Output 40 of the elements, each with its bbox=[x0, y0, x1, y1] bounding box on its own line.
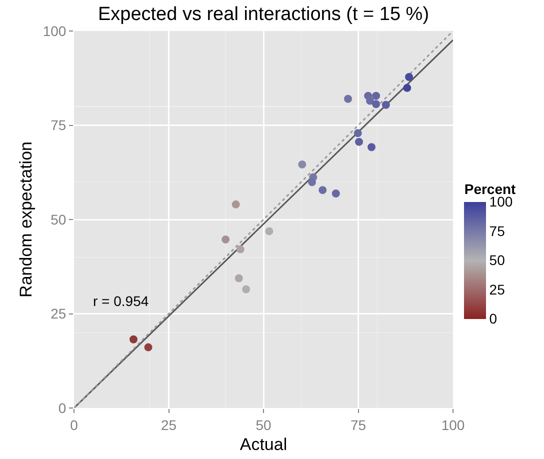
point bbox=[344, 94, 352, 103]
point bbox=[318, 186, 327, 194]
point bbox=[382, 100, 390, 109]
x-axis-title: Actual bbox=[240, 435, 288, 454]
point bbox=[405, 72, 414, 81]
y-tick-label: 75 bbox=[50, 117, 66, 134]
y-tick-label: 50 bbox=[50, 211, 66, 228]
y-tick-label: 100 bbox=[42, 22, 66, 39]
point bbox=[298, 160, 306, 168]
x-tick-label: 75 bbox=[350, 416, 366, 433]
color-bar-label: 75 bbox=[489, 222, 506, 239]
point bbox=[403, 84, 412, 92]
point bbox=[222, 235, 230, 244]
x-tick-label: 100 bbox=[441, 416, 465, 433]
point bbox=[366, 96, 374, 105]
x-tick-label: 50 bbox=[256, 416, 272, 433]
point bbox=[372, 100, 380, 108]
point bbox=[354, 129, 362, 138]
point bbox=[130, 335, 138, 344]
point bbox=[265, 227, 274, 236]
chart-title: Expected vs real interactions (t = 15 %) bbox=[98, 4, 430, 26]
color-bar-label: 50 bbox=[489, 252, 506, 268]
point bbox=[234, 274, 243, 282]
point bbox=[372, 92, 380, 100]
y-tick-label: 25 bbox=[50, 306, 66, 322]
point bbox=[332, 189, 340, 198]
point bbox=[355, 138, 364, 146]
point bbox=[368, 143, 376, 152]
x-tick-label: 0 bbox=[70, 416, 78, 433]
x-tick-label: 25 bbox=[160, 416, 177, 433]
color-bar-label: 25 bbox=[489, 281, 506, 298]
point bbox=[242, 285, 250, 294]
point bbox=[308, 178, 316, 186]
annotation: r = 0.954 bbox=[93, 293, 149, 309]
point bbox=[236, 245, 244, 254]
y-tick-label: 0 bbox=[58, 400, 66, 416]
point bbox=[232, 200, 240, 208]
color-bar-label: 0 bbox=[489, 310, 498, 327]
y-axis-title: Random expectation bbox=[16, 142, 36, 298]
point bbox=[144, 343, 152, 352]
